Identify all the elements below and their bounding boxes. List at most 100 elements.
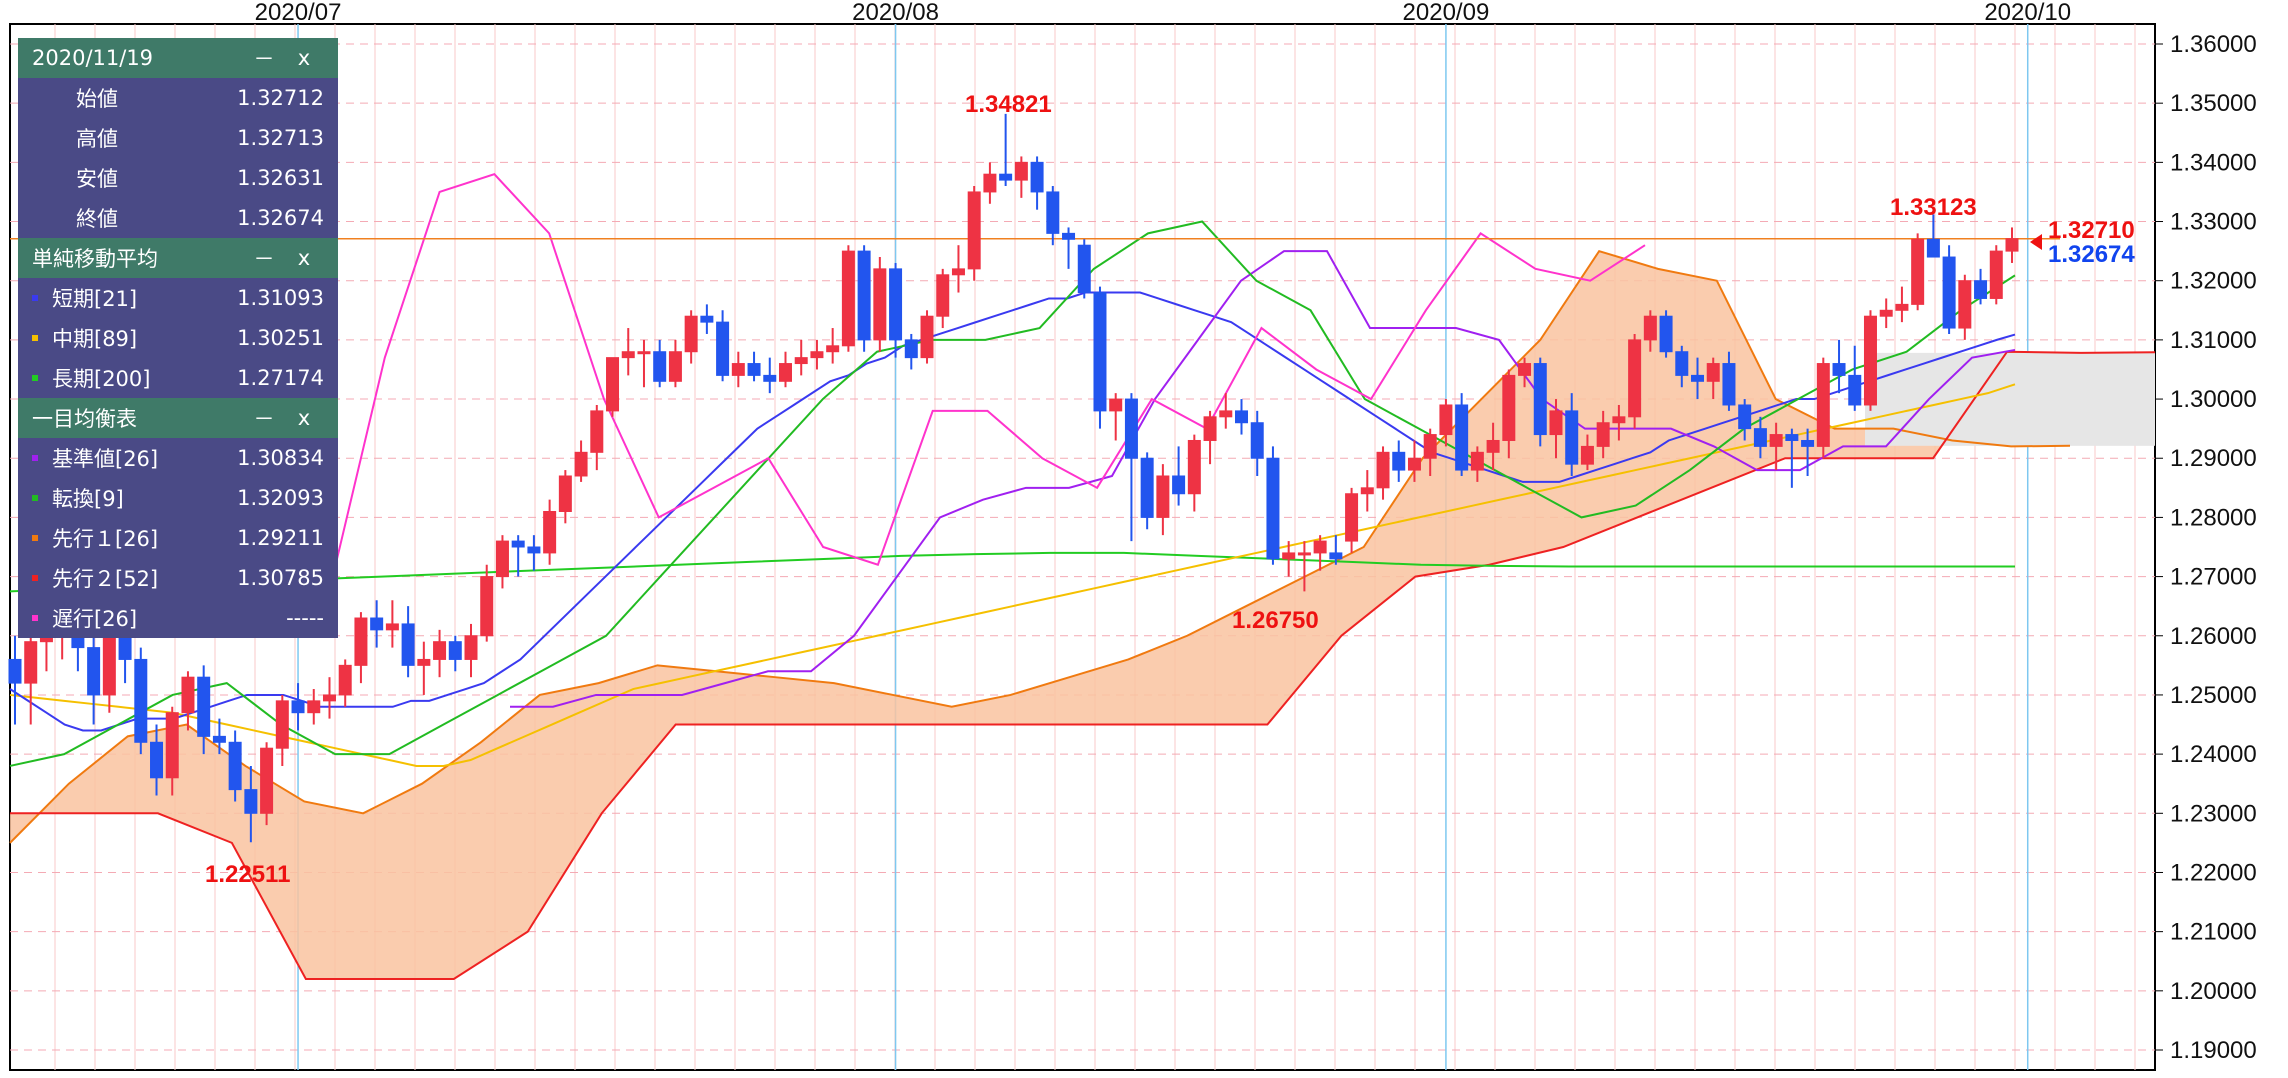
- price-marker-icon: [2030, 234, 2042, 250]
- chikou-line: [329, 173, 1646, 589]
- candle-body: [1077, 244, 1091, 294]
- ichimoku-label: 転換[9]: [52, 487, 124, 511]
- candle-body: [794, 357, 808, 365]
- candle-body: [322, 694, 336, 702]
- candle-body: [354, 617, 368, 666]
- ohlc-value: 1.32631: [237, 166, 324, 190]
- candle-body: [1706, 363, 1720, 382]
- candle-body: [385, 623, 399, 631]
- ohlc-value: 1.32674: [237, 206, 324, 230]
- candle-body: [1014, 161, 1028, 181]
- candle-body: [24, 641, 38, 684]
- y-tick-label: 1.28000: [2170, 504, 2257, 531]
- ichimoku-row-kijun: 基準値[26] 1.30834: [18, 438, 338, 478]
- candle-body: [1942, 256, 1956, 329]
- candle-body: [1423, 434, 1437, 459]
- candle-body: [1895, 303, 1909, 311]
- candle-body: [480, 576, 494, 637]
- ichimoku-section-header[interactable]: 一目均衡表 － x: [18, 398, 338, 438]
- candle-body: [134, 658, 148, 743]
- candle-body: [1345, 493, 1359, 542]
- candle-body: [621, 351, 635, 359]
- candle-body: [1470, 451, 1484, 471]
- candle-body: [1722, 363, 1736, 406]
- candle-body: [1565, 410, 1579, 465]
- ichimoku-value: 1.32093: [237, 486, 324, 510]
- close-button[interactable]: x: [297, 406, 311, 430]
- candle-body: [1612, 416, 1626, 424]
- candle-body: [1376, 451, 1390, 489]
- candle-body: [464, 635, 478, 660]
- y-tick-label: 1.24000: [2170, 741, 2257, 768]
- y-tick-label: 1.26000: [2170, 623, 2257, 650]
- candle-body: [1455, 404, 1469, 471]
- close-button[interactable]: x: [297, 46, 311, 70]
- candle-body: [716, 321, 730, 376]
- candle-body: [1093, 292, 1107, 412]
- sma-section-header[interactable]: 単純移動平均 － x: [18, 238, 338, 278]
- candle-body: [1518, 363, 1532, 376]
- candle-body: [1407, 457, 1421, 471]
- candle-body: [1989, 250, 2003, 299]
- candle-body: [1691, 374, 1705, 382]
- candle-body: [1958, 280, 1972, 329]
- info-panel-header-date[interactable]: 2020/11/19 － x: [18, 38, 338, 78]
- sma-row-mid: 中期[89] 1.30251: [18, 318, 338, 358]
- candle-body: [574, 451, 588, 477]
- candle-body: [1282, 552, 1296, 560]
- candle-body: [1785, 434, 1799, 441]
- candle-body: [1156, 475, 1170, 518]
- candle-body: [1659, 315, 1673, 353]
- minimize-button[interactable]: －: [253, 47, 275, 71]
- y-tick-label: 1.30000: [2170, 386, 2257, 413]
- ichimoku-row-chikou: 遅行[26] -----: [18, 598, 338, 638]
- candle-body: [889, 268, 903, 341]
- span-b-line: [10, 350, 2156, 980]
- close-button[interactable]: x: [297, 246, 311, 270]
- legend-swatch: [32, 295, 38, 301]
- sma-label: 長期[200]: [52, 367, 151, 391]
- low-annotation: 1.26750: [1232, 607, 1319, 634]
- candle-body: [1848, 374, 1862, 406]
- candle-body: [1439, 404, 1453, 436]
- candle-body: [920, 315, 934, 359]
- y-tick-label: 1.33000: [2170, 209, 2257, 236]
- candle-body: [653, 351, 667, 382]
- candle-body: [338, 664, 352, 696]
- legend-swatch: [32, 375, 38, 381]
- candle-body: [747, 363, 761, 376]
- span-a-line: [9, 249, 2071, 844]
- y-tick-label: 1.22000: [2170, 859, 2257, 886]
- candle-body: [1675, 351, 1689, 376]
- candle-body: [778, 363, 792, 382]
- legend-swatch: [32, 535, 38, 541]
- candle-body: [967, 191, 981, 270]
- ichimoku-label: 遅行[26]: [52, 607, 138, 631]
- ichimoku-label: 基準値[26]: [52, 447, 159, 471]
- y-tick-label: 1.20000: [2170, 978, 2257, 1005]
- ichimoku-value: 1.30785: [237, 566, 324, 590]
- candle-body: [1926, 238, 1940, 258]
- candle-body: [1549, 410, 1563, 436]
- minimize-button[interactable]: －: [253, 247, 275, 271]
- candle-body: [260, 747, 274, 814]
- candle-body: [1486, 439, 1500, 453]
- candle-body: [1738, 404, 1752, 430]
- future-cloud: [1865, 352, 2155, 446]
- candle-body: [1596, 422, 1610, 447]
- last-close-label: 1.32710: [2048, 217, 2135, 244]
- y-tick-label: 1.31000: [2170, 327, 2257, 354]
- candle-body: [228, 741, 242, 791]
- ohlc-row-open: 始値 1.32712: [18, 78, 338, 118]
- candle-body: [826, 345, 840, 353]
- x-tick-label: 2020/08: [852, 0, 939, 26]
- candle-body: [8, 658, 22, 684]
- legend-swatch: [32, 495, 38, 501]
- candle-body: [606, 357, 620, 412]
- legend-swatch: [32, 455, 38, 461]
- minimize-button[interactable]: －: [253, 407, 275, 431]
- sma-value: 1.31093: [237, 286, 324, 310]
- x-tick-label: 2020/09: [1403, 0, 1490, 26]
- candle-body: [511, 540, 525, 548]
